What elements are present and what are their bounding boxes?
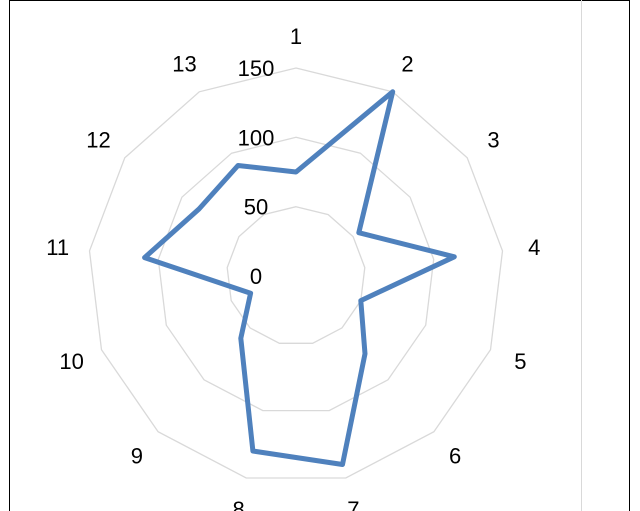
category-label: 5 [514,349,526,374]
radial-tick-label: 0 [250,264,262,289]
grid-ring [157,136,435,412]
category-label: 8 [232,497,244,511]
series-line [142,89,457,467]
cell-divider [581,0,582,511]
category-label: 3 [487,128,499,153]
category-label: 9 [131,444,143,469]
category-label: 13 [172,52,196,77]
radar-series [142,89,457,467]
table-border-top [9,0,630,1]
category-label: 4 [528,235,540,260]
category-label: 1 [290,24,302,49]
table-border-right [629,0,630,511]
category-label: 12 [86,128,110,153]
category-label: 2 [401,52,413,77]
grid-ring [88,67,504,479]
table-border-left [9,0,10,511]
radar-grid [88,67,504,479]
category-label: 10 [59,349,83,374]
category-label: 7 [347,497,359,511]
radial-tick-label: 100 [238,125,275,150]
radial-tick-label: 150 [238,56,275,81]
grid-ring [226,206,366,344]
radial-tick-label: 50 [244,195,268,220]
category-label: 6 [449,444,461,469]
category-label: 11 [46,235,69,260]
